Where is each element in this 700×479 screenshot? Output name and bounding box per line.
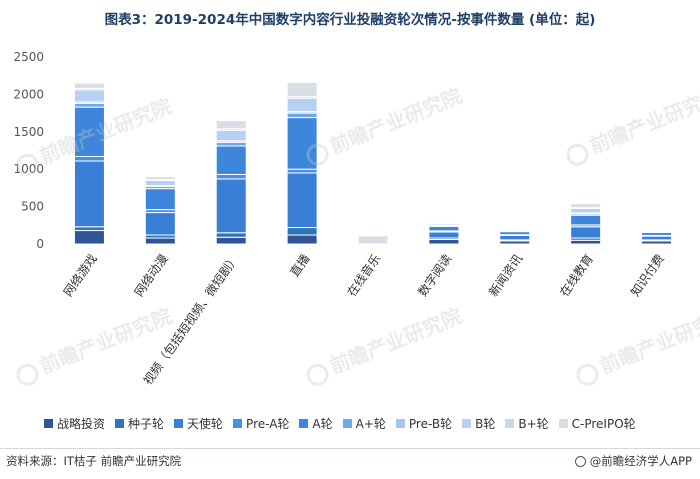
x-category-label: 新闻资讯 — [485, 251, 525, 299]
bar-segment — [286, 81, 318, 98]
bar-segment — [570, 207, 602, 214]
bar-segment — [641, 235, 673, 241]
bar-segment — [570, 226, 602, 239]
bar-segment — [215, 129, 247, 142]
bar-segment — [144, 212, 176, 236]
bar-segment — [215, 145, 247, 175]
bar-segment — [215, 173, 247, 180]
x-category-label: 在线教育 — [556, 251, 596, 299]
legend-label: A+轮 — [355, 417, 386, 431]
legend-label: 种子轮 — [128, 417, 165, 431]
bar-segment — [73, 160, 105, 228]
legend-item: 天使轮 — [174, 415, 223, 432]
bar-segment — [286, 168, 318, 174]
x-category-label: 在线音乐 — [344, 251, 384, 299]
bar-segment — [144, 179, 176, 187]
legend-item: A轮 — [299, 415, 333, 432]
y-tick-label: 0 — [36, 237, 44, 251]
bar-segment — [641, 228, 673, 231]
legend-swatch — [342, 419, 352, 428]
bar-segment — [499, 234, 531, 241]
x-category-label: 数字阅读 — [415, 251, 455, 299]
bar-segment — [73, 102, 105, 108]
bar-segment — [570, 214, 602, 226]
y-tick-label: 2000 — [13, 87, 44, 101]
bar-segment — [73, 226, 105, 232]
legend-item: 种子轮 — [115, 415, 164, 432]
legend-label: B+轮 — [518, 417, 549, 431]
chart-title: 图表3：2019-2024年中国数字内容行业投融资轮次情况-按事件数量 (单位：… — [104, 12, 596, 28]
bar-segment — [73, 106, 105, 157]
bar-segment — [215, 178, 247, 234]
legend-swatch — [395, 419, 405, 428]
legend-item: C-PreIPO轮 — [558, 415, 636, 432]
legend-swatch — [299, 419, 309, 428]
bar-segment — [144, 237, 176, 245]
brand-text: @前瞻经济学人APP — [589, 454, 692, 468]
bar-segment — [144, 188, 176, 211]
brand-credit: @前瞻经济学人APP — [574, 453, 692, 469]
legend-item: Pre-A轮 — [233, 415, 289, 432]
bar-segment — [286, 112, 318, 119]
x-category-label: 网络游戏 — [60, 251, 100, 299]
y-tick-label: 500 — [21, 200, 44, 214]
legend-item: B+轮 — [505, 415, 549, 432]
bar-segment — [428, 239, 460, 245]
x-category-label: 网络动漫 — [131, 251, 171, 299]
y-axis: 0 500 1000 1500 2000 2500 — [13, 50, 44, 251]
bar-segment — [215, 232, 247, 238]
bar-segment — [73, 230, 105, 245]
bar-segment — [357, 235, 389, 245]
bar-segment — [73, 155, 105, 162]
brand-logo-icon — [574, 455, 586, 467]
legend-item: Pre-B轮 — [395, 415, 453, 432]
source-note: 资料来源：IT桔子 前瞻产业研究院 — [6, 454, 182, 468]
bar-segment — [215, 236, 247, 245]
legend-label: C-PreIPO轮 — [571, 417, 636, 431]
bar-segment — [570, 239, 602, 245]
bar-segment — [428, 225, 460, 232]
legend-label: B轮 — [475, 417, 496, 431]
bar-segment — [215, 141, 247, 147]
bar-segment — [286, 172, 318, 229]
bar-segment — [428, 231, 460, 239]
bar-segment — [428, 221, 460, 224]
legend: 战略投资 种子轮 天使轮 Pre-A轮 A轮 A+轮 Pre-B轮 B轮 B+轮 C-PreIPO… — [44, 415, 684, 432]
bar-segment — [286, 97, 318, 113]
legend-label: 战略投资 — [57, 417, 106, 431]
x-category-label: 知识付费 — [628, 252, 667, 299]
bar-segment — [570, 203, 602, 209]
bar-segment — [73, 82, 105, 89]
bar-segment — [499, 227, 531, 230]
legend-label: 天使轮 — [187, 417, 224, 431]
x-axis: 网络游戏 网络动漫视频（包括短视频、微短剧） 直播 在线音乐 数字阅读 新闻资讯 在线教育知… — [60, 251, 667, 387]
legend-label: A轮 — [312, 417, 333, 431]
legend-item: 战略投资 — [44, 415, 105, 432]
y-tick-label: 1000 — [13, 162, 44, 176]
bar-segment — [286, 234, 318, 245]
bar-segment — [73, 89, 105, 103]
legend-swatch — [558, 419, 568, 428]
legend-swatch — [115, 419, 125, 428]
bar-segment — [286, 117, 318, 170]
legend-item: B轮 — [462, 415, 495, 432]
bars — [73, 81, 673, 245]
bar-segment — [286, 227, 318, 236]
legend-swatch — [462, 419, 472, 428]
legend-swatch — [44, 419, 53, 428]
bar-segment — [144, 176, 176, 181]
bar-segment — [215, 120, 247, 130]
y-tick-label: 2500 — [13, 50, 44, 64]
legend-item: A+轮 — [342, 415, 386, 432]
y-tick-label: 1500 — [13, 125, 44, 139]
legend-swatch — [233, 419, 243, 428]
legend-swatch — [174, 419, 184, 428]
legend-swatch — [505, 419, 515, 428]
footer-divider — [0, 448, 700, 449]
x-category-label: 直播 — [287, 252, 312, 280]
legend-label: Pre-A轮 — [246, 417, 290, 431]
legend-label: Pre-B轮 — [408, 417, 453, 431]
